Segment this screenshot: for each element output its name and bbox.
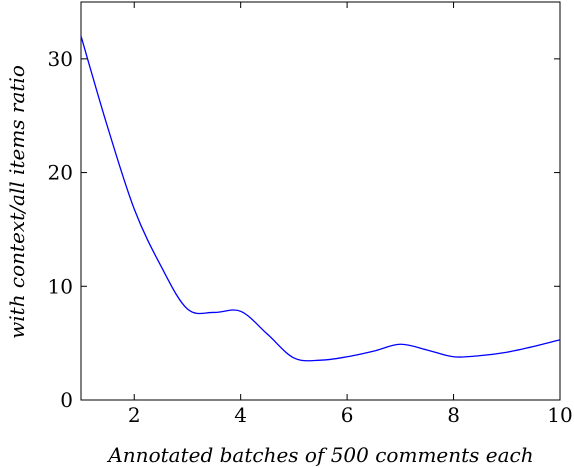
x-tick-label: 4: [234, 403, 247, 427]
y-tick-label: 0: [60, 388, 73, 412]
plot-frame: [80, 1, 561, 401]
x-tick-label: 2: [128, 403, 141, 427]
series-line: [80, 35, 561, 362]
plot-area: 2 4 6 8 10 0 10 20 30: [48, 1, 573, 427]
y-tick-label: 20: [48, 161, 73, 185]
x-tick-label: 6: [341, 403, 354, 427]
x-axis-label: Annotated batches of 500 comments each: [106, 443, 533, 467]
y-tick-label: 10: [48, 274, 73, 298]
x-tick-label: 8: [447, 403, 460, 427]
y-tick-label: 30: [48, 47, 73, 71]
x-tick-label: 10: [547, 403, 572, 427]
y-axis-label: with context/all items ratio: [5, 65, 29, 339]
